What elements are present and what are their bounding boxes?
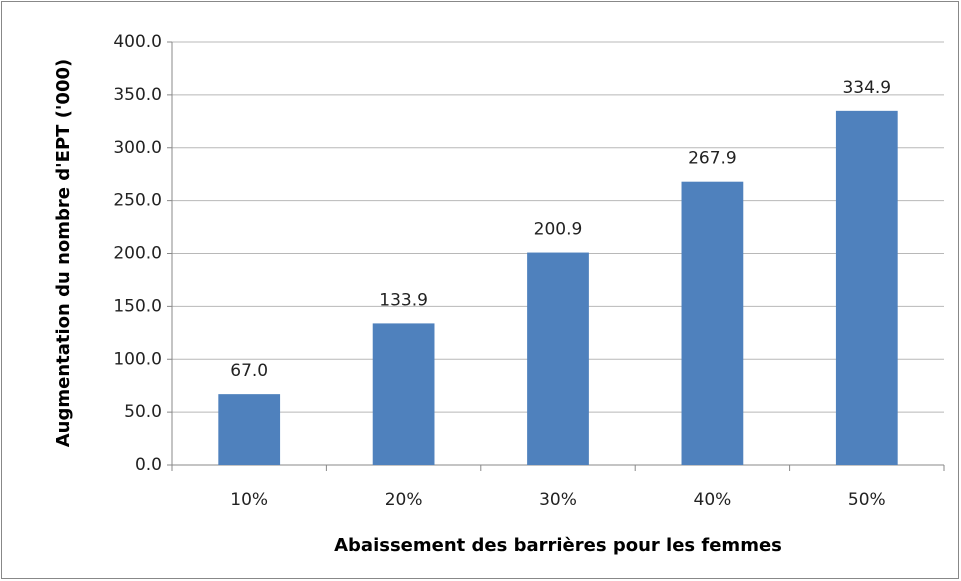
value-label: 200.9 bbox=[534, 220, 583, 240]
x-tick-label: 10% bbox=[230, 490, 268, 510]
x-tick-label: 40% bbox=[694, 490, 732, 510]
x-tick-label: 50% bbox=[848, 490, 886, 510]
bar bbox=[372, 323, 435, 465]
bar bbox=[527, 252, 589, 465]
bar bbox=[835, 110, 898, 465]
y-tick-label: 0.0 bbox=[135, 455, 162, 475]
y-axis-title: Augmentation du nombre d'EPT ('000) bbox=[53, 59, 74, 448]
y-tick-label: 250.0 bbox=[113, 191, 162, 211]
y-tick-label: 150.0 bbox=[113, 296, 162, 316]
value-label: 334.9 bbox=[842, 78, 891, 98]
x-tick-label: 20% bbox=[385, 490, 423, 510]
y-tick-label: 300.0 bbox=[113, 138, 162, 158]
bar bbox=[681, 181, 744, 466]
y-tick-label: 400.0 bbox=[113, 32, 162, 52]
y-tick-label: 50.0 bbox=[124, 402, 162, 422]
x-axis-title: Abaissement des barrières pour les femme… bbox=[334, 535, 782, 556]
y-tick-label: 200.0 bbox=[113, 244, 162, 264]
value-label: 133.9 bbox=[379, 290, 428, 310]
value-label: 67.0 bbox=[230, 361, 268, 381]
value-label: 267.9 bbox=[688, 149, 737, 169]
bar bbox=[218, 394, 281, 465]
x-tick-label: 30% bbox=[539, 490, 577, 510]
y-tick-label: 100.0 bbox=[113, 349, 162, 369]
y-tick-label: 350.0 bbox=[113, 85, 162, 105]
